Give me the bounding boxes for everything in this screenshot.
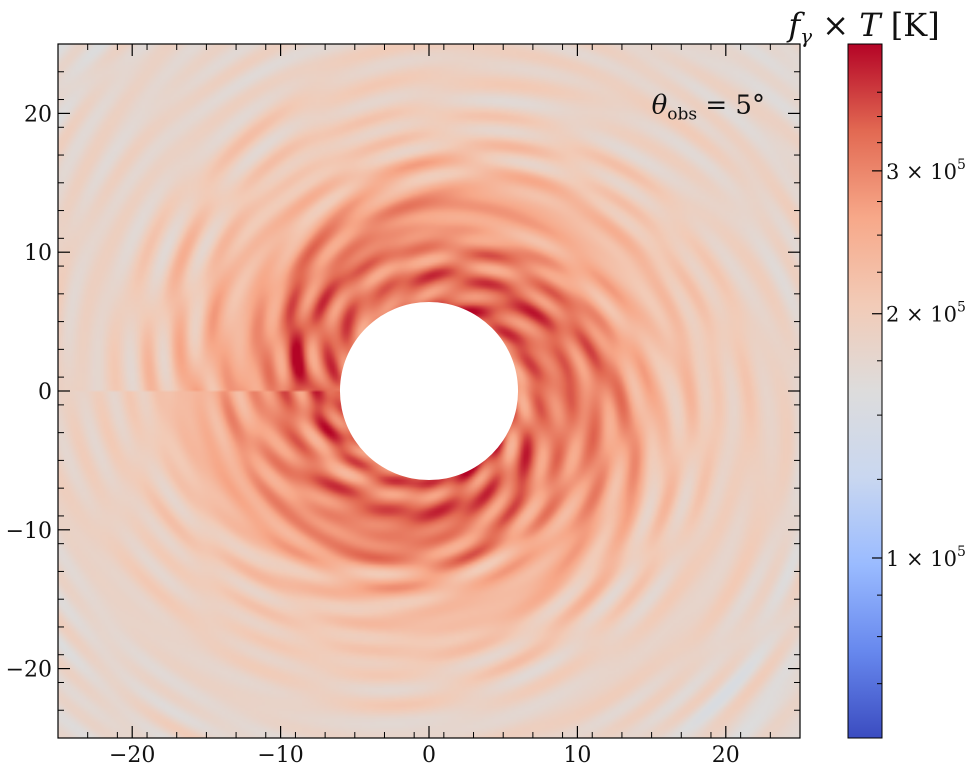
y-tick-label: 20 (24, 102, 52, 127)
x-axis-minor-ticks (57, 44, 801, 738)
x-tick-label: 10 (563, 743, 591, 768)
x-tick-label: −10 (257, 743, 303, 768)
y-tick-label: 0 (38, 380, 52, 405)
colorbar-tick-exponent: 5 (957, 157, 966, 173)
colorbar-label-sub: γ (800, 24, 812, 48)
y-tick-label: −10 (6, 519, 52, 544)
x-tick-label: 20 (712, 743, 740, 768)
y-axis-minor-ticks (58, 43, 800, 739)
colorbar-label: fγ × T [K] (786, 6, 939, 48)
annotation-rest: = 5° (697, 90, 765, 120)
x-axis-ticks: −20 −10 0 10 20 (109, 44, 740, 768)
y-tick-label: −20 (6, 658, 52, 683)
annotation-subscript: obs (667, 104, 697, 124)
colorbar-gradient (847, 43, 883, 739)
colorbar-tick-label: 3 × 105 (886, 157, 966, 184)
colorbar-tick-label: 1 × 105 (886, 544, 966, 571)
inner-hole (339, 301, 519, 481)
colorbar-tick-mantissa: 3 × 10 (886, 160, 957, 184)
annotation-symbol: θ (652, 90, 668, 120)
y-axis-ticks: −20 −10 0 10 20 (6, 102, 800, 683)
annotation-theta-obs: θobs = 5° (652, 90, 765, 124)
plot-area: −20 −10 0 10 20 −20 −10 0 10 20 θobs = 5° (6, 43, 801, 768)
colorbar-label-times: × (812, 6, 859, 44)
colorbar-tick-mantissa: 2 × 10 (886, 303, 957, 327)
colorbar-label-unit: [K] (881, 6, 940, 44)
colorbar-tick-label: 2 × 105 (886, 300, 966, 327)
colorbar-tick-exponent: 5 (957, 300, 966, 316)
x-tick-label: −20 (109, 743, 155, 768)
x-tick-label: 0 (422, 743, 436, 768)
colorbar-label-T: T (859, 6, 883, 44)
y-tick-label: 10 (24, 241, 52, 266)
colorbar-tick-exponent: 5 (957, 544, 966, 560)
colorbar-tick-mantissa: 1 × 10 (886, 547, 957, 571)
